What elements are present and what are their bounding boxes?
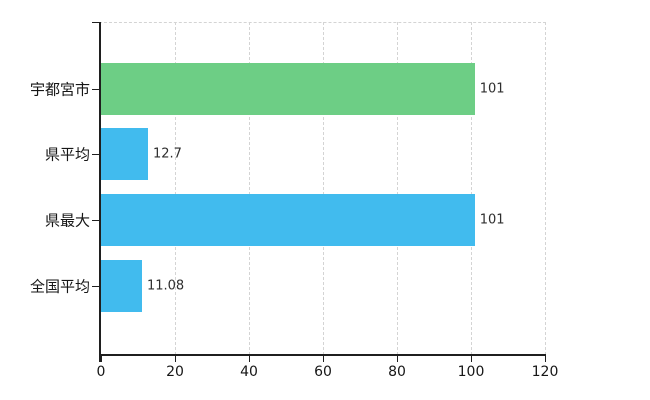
plot-top-gridline — [99, 22, 546, 23]
x-axis-tick-label: 80 — [388, 364, 406, 380]
x-axis-line — [99, 354, 546, 356]
bar-value-label: 12.7 — [152, 146, 182, 162]
category-label: 県最大 — [44, 211, 90, 230]
bar-value-label: 101 — [479, 212, 505, 228]
x-axis-tick — [471, 356, 472, 362]
x-axis-tick-label: 60 — [314, 364, 332, 380]
bar — [101, 259, 142, 312]
x-gridline — [175, 22, 176, 355]
y-axis-tick — [92, 88, 99, 90]
bar-value-label: 11.08 — [146, 278, 185, 294]
category-label: 全国平均 — [29, 277, 90, 296]
x-axis-tick — [323, 356, 324, 362]
y-axis-tick — [92, 220, 99, 222]
x-axis-tick-label: 0 — [96, 364, 106, 380]
bar-value-label: 101 — [479, 81, 505, 96]
x-gridline — [323, 22, 324, 355]
x-axis-tick — [101, 356, 102, 362]
bar — [101, 62, 475, 115]
x-axis-tick-label: 100 — [457, 364, 485, 380]
bar — [101, 128, 148, 181]
category-label: 県平均 — [44, 145, 90, 164]
x-gridline — [471, 22, 472, 355]
x-gridline — [545, 22, 546, 355]
x-axis-tick-label: 120 — [531, 364, 559, 380]
x-axis-tick-label: 40 — [240, 364, 258, 380]
category-label: 宇都宮市 — [29, 80, 90, 98]
x-axis-tick — [545, 356, 546, 362]
x-axis-tick — [397, 356, 398, 362]
x-axis-tick — [175, 356, 176, 362]
y-axis-tick — [92, 154, 99, 156]
x-gridline — [397, 22, 398, 355]
x-axis-tick-label: 20 — [166, 364, 184, 380]
bar — [101, 194, 475, 247]
y-axis-tick — [92, 285, 99, 287]
x-axis-tick — [249, 356, 250, 362]
y-axis-top-tick — [92, 22, 99, 23]
y-axis-line — [99, 22, 101, 362]
x-gridline — [249, 22, 250, 355]
